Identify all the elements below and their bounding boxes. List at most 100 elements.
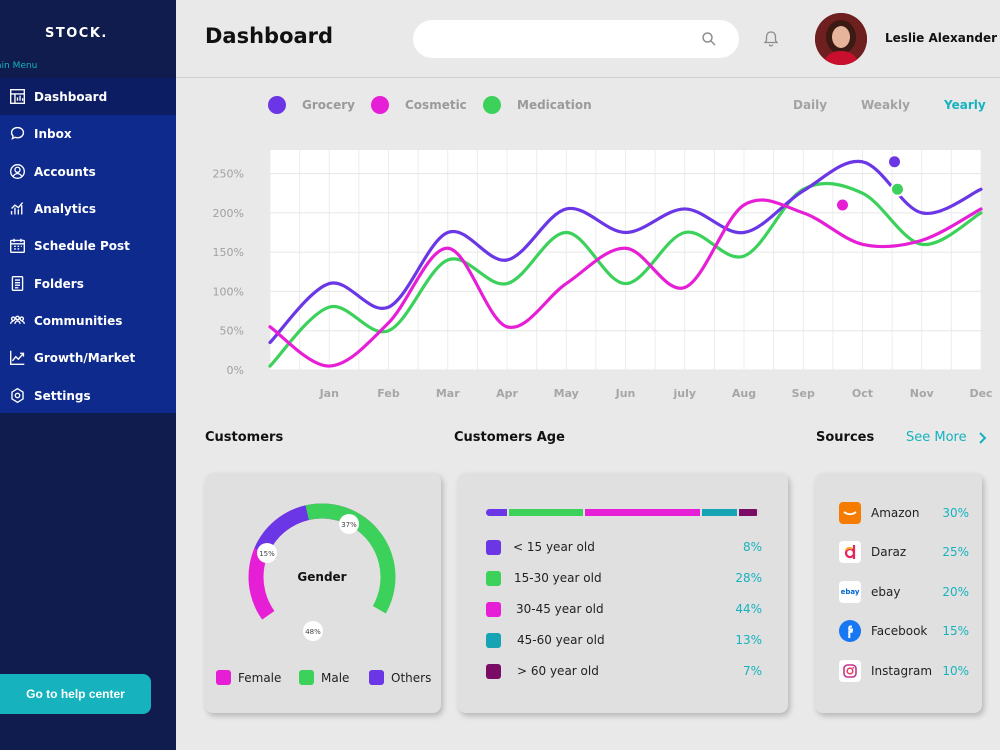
age-stacked-bar (486, 509, 759, 516)
range-weekly[interactable]: Weakly (861, 98, 910, 112)
age-bar-segment (486, 509, 510, 516)
age-label: 45-60 year old (517, 633, 605, 647)
range-yearly[interactable]: Yearly (944, 98, 986, 112)
amazon-icon (839, 502, 861, 524)
legend-label: Male (321, 670, 350, 685)
sidebar-item-growth-market[interactable]: Growth/Market (0, 339, 176, 376)
source-row-facebook[interactable]: Facebook 15% (839, 619, 969, 643)
chat-bubble-icon (8, 125, 26, 143)
sidebar-item-communities[interactable]: Communities (0, 302, 176, 339)
donut-pct-label: 48% (305, 628, 321, 636)
y-tick-label: 250% (213, 168, 244, 181)
source-pct: 20% (942, 585, 969, 599)
analytics-icon (8, 200, 26, 218)
sidebar-item-label: Folders (34, 276, 84, 291)
age-row: 30-45 year old 44% (486, 599, 762, 619)
chevron-right-icon (978, 431, 987, 444)
legend-grocery[interactable]: Grocery (268, 96, 355, 114)
y-tick-label: 200% (213, 207, 244, 220)
x-tick-label: Mar (436, 387, 460, 400)
source-row-instagram[interactable]: Instagram 10% (839, 659, 969, 683)
legend-label: Medication (517, 98, 592, 112)
instagram-icon (839, 660, 861, 682)
legend-medication[interactable]: Medication (483, 96, 592, 114)
user-name: Leslie Alexander (885, 31, 998, 45)
search-icon[interactable] (701, 31, 717, 47)
age-swatch (486, 601, 501, 617)
age-label: > 60 year old (517, 664, 599, 678)
series-line-medication (268, 181, 983, 368)
grocery-dot (268, 96, 286, 114)
sidebar-item-label: Inbox (34, 126, 72, 141)
x-tick-label: Sep (792, 387, 815, 400)
source-name: Amazon (871, 506, 920, 520)
source-row-daraz[interactable]: Daraz 25% (839, 540, 969, 564)
donut-badge (257, 543, 277, 563)
search-input[interactable] (413, 20, 739, 58)
age-swatch (486, 539, 501, 555)
help-center-button[interactable]: Go to help center (0, 674, 151, 714)
age-label: 30-45 year old (516, 602, 604, 616)
age-pct: 13% (735, 633, 762, 647)
sidebar-item-folders[interactable]: Folders (0, 265, 176, 302)
source-name: Facebook (871, 624, 928, 638)
facebook-icon (839, 620, 861, 642)
range-daily[interactable]: Daily (793, 98, 828, 112)
x-tick-label: Dec (969, 387, 992, 400)
gender-donut-chart: 48% 37% 15% Gender (248, 503, 396, 651)
gear-icon (8, 387, 26, 405)
legend-label: Grocery (302, 98, 356, 112)
point-marker-medication (890, 181, 905, 197)
y-tick-label: 150% (213, 246, 244, 259)
legend-male: Male (299, 670, 349, 685)
daraz-icon (839, 541, 861, 563)
sidebar-item-accounts[interactable]: Accounts (0, 153, 176, 190)
age-bar-segment (509, 509, 585, 516)
source-row-amazon[interactable]: Amazon 30% (839, 501, 969, 525)
female-swatch (216, 670, 231, 685)
legend-cosmetic[interactable]: Cosmetic (371, 96, 467, 114)
point-marker-grocery (887, 154, 902, 170)
bell-icon[interactable] (762, 30, 780, 48)
sidebar-item-inbox[interactable]: Inbox (0, 115, 176, 152)
document-icon (8, 275, 26, 293)
legend-others: Others (369, 670, 431, 685)
sidebar-item-label: Accounts (34, 164, 96, 179)
series-line-grocery (268, 159, 983, 345)
trend-up-icon (8, 349, 26, 367)
sidebar-item-schedule-post[interactable]: Schedule Post (0, 227, 176, 264)
medication-dot (483, 96, 501, 114)
sales-line-chart: 0% 50% 100% 150% 200% 250% Jan Feb Mar Apr May Jun j… (213, 150, 993, 400)
source-name: Instagram (871, 664, 933, 678)
x-tick-label: july (672, 387, 696, 400)
source-pct: 30% (942, 506, 969, 520)
sidebar-item-label: Growth/Market (34, 350, 136, 365)
sources-title: Sources (816, 430, 875, 445)
sidebar-item-analytics[interactable]: Analytics (0, 190, 176, 227)
see-more-link[interactable]: See More (906, 430, 989, 445)
source-name: ebay (871, 585, 901, 599)
legend-label: Female (238, 670, 282, 685)
dashboard-icon (8, 88, 26, 106)
donut-pct-label: 15% (259, 550, 275, 558)
x-tick-label: Aug (732, 387, 756, 400)
sidebar-item-settings[interactable]: Settings (0, 377, 176, 414)
age-row: > 60 year old 7% (486, 661, 762, 681)
sidebar-item-dashboard[interactable]: Dashboard (0, 78, 176, 115)
x-tick-label: May (554, 387, 579, 400)
source-pct: 15% (942, 624, 969, 638)
age-swatch (486, 663, 501, 679)
gender-center-label: Gender (297, 570, 346, 584)
sidebar: STOCK. ain Menu Dashboard Inbox Accounts… (0, 0, 176, 750)
source-row-ebay[interactable]: ebay ebay 20% (839, 580, 969, 604)
legend-label: Others (391, 670, 432, 685)
male-swatch (299, 670, 314, 685)
x-tick-label: Feb (377, 387, 400, 400)
ebay-icon: ebay (839, 581, 861, 603)
source-pct: 10% (942, 664, 969, 678)
age-pct: 44% (735, 602, 762, 616)
avatar[interactable] (815, 13, 867, 65)
y-tick-label: 0% (227, 364, 244, 377)
donut-pct-label: 37% (341, 521, 357, 529)
legend-label: Cosmetic (405, 98, 467, 112)
